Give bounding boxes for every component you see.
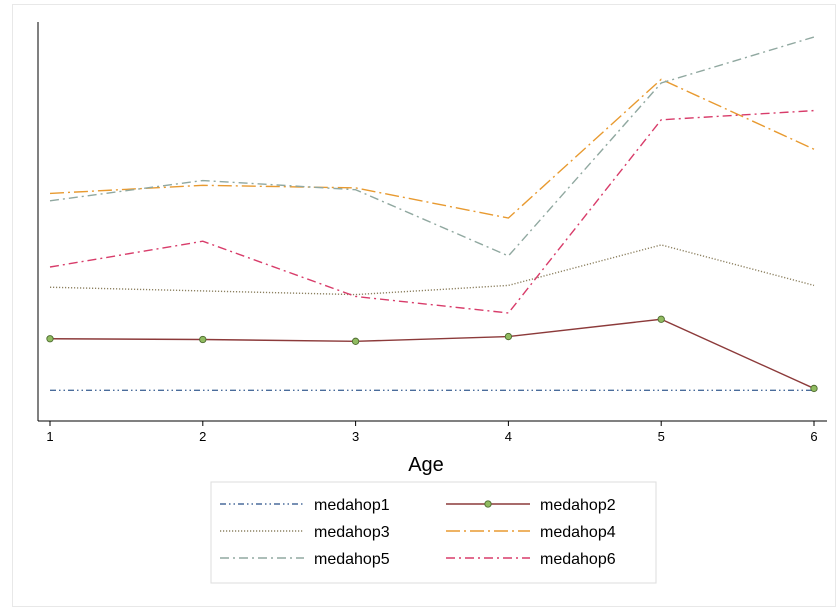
series-line-medahop5	[49, 36, 815, 257]
x-tick-label: 1	[46, 429, 53, 444]
legend-label-medahop4: medahop4	[540, 524, 616, 541]
legend-label-medahop2: medahop2	[540, 497, 616, 514]
legend: medahop1 medahop2 medahop3 medahop4 medahop5…	[210, 481, 657, 584]
series-line-medahop6	[49, 109, 815, 314]
legend-label-medahop3: medahop3	[314, 524, 390, 541]
plot-area	[46, 36, 818, 393]
data-point-medahop2	[199, 335, 207, 344]
data-point-medahop2	[657, 315, 665, 323]
x-tick-label: 3	[352, 429, 359, 444]
x-tick-label: 6	[810, 429, 817, 444]
legend-label-medahop5: medahop5	[314, 551, 390, 568]
x-axis-title: Age	[408, 454, 444, 476]
legend-marker-medahop2	[484, 500, 492, 508]
data-point-medahop2	[46, 335, 54, 343]
series-line-medahop4	[49, 78, 815, 219]
legend-box	[210, 481, 657, 584]
legend-label-medahop1: medahop1	[314, 497, 390, 514]
data-point-medahop2	[351, 337, 360, 345]
legend-label-medahop6: medahop6	[540, 551, 616, 568]
series-line-medahop2	[49, 318, 815, 390]
data-point-medahop2	[810, 384, 818, 393]
x-tick-label: 2	[199, 429, 206, 444]
x-tick-label: 4	[505, 429, 512, 444]
x-tick-label: 5	[658, 429, 665, 444]
series-line-medahop3	[49, 244, 815, 296]
data-point-medahop2	[504, 332, 513, 341]
x-axis: 1 2 3 4 5 6	[37, 22, 827, 444]
